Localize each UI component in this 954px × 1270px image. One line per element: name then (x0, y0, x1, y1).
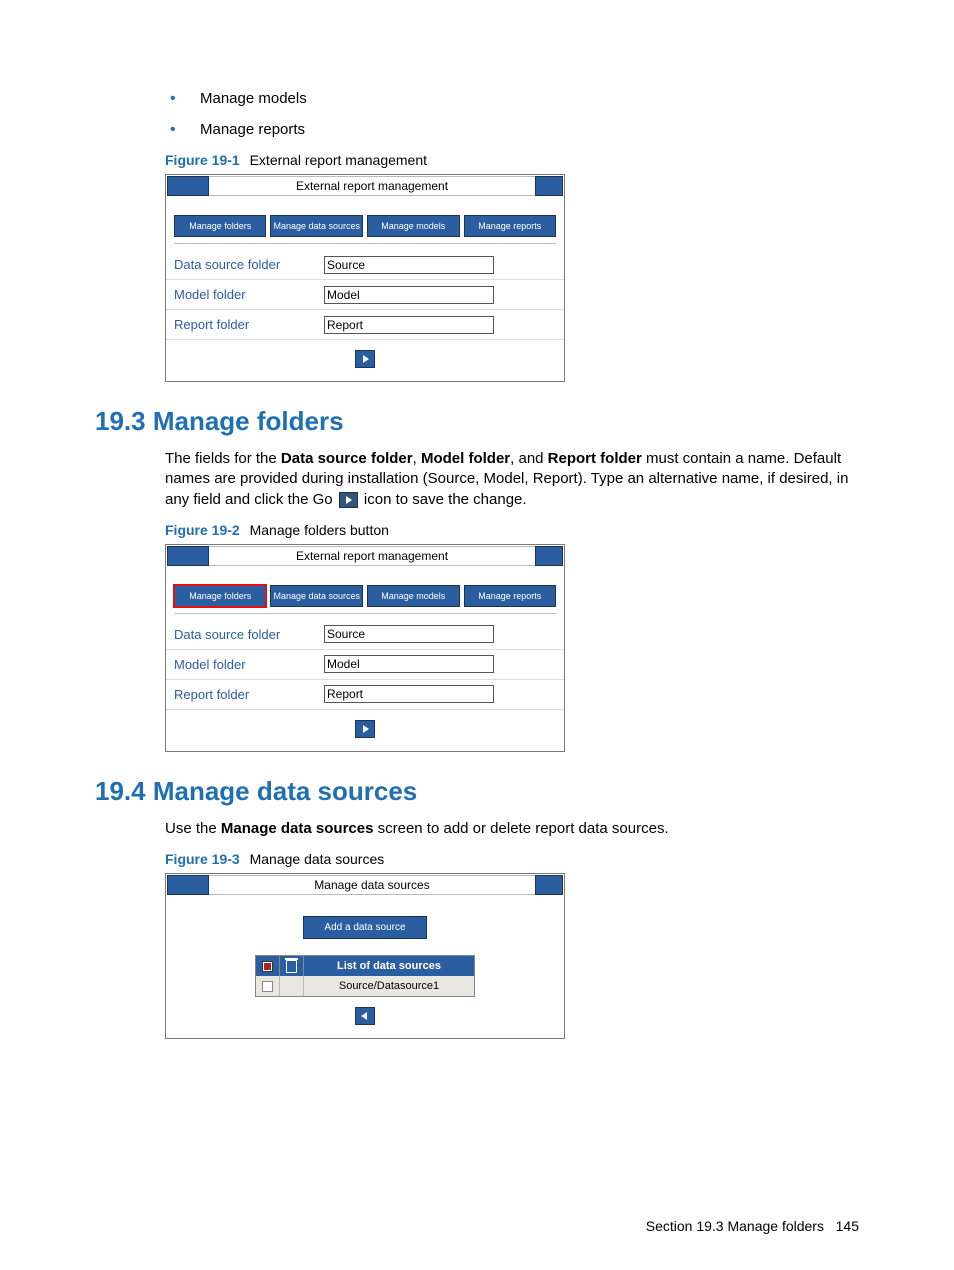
figure-caption-text: External report management (250, 152, 427, 168)
tab-manage-models[interactable]: Manage models (367, 585, 459, 607)
data-source-folder-input[interactable]: Source (324, 256, 494, 274)
report-folder-input[interactable]: Report (324, 685, 494, 703)
row-spacer (280, 976, 304, 996)
row-checkbox[interactable] (256, 976, 280, 996)
list-item: Manage models (170, 90, 859, 107)
data-source-folder-label: Data source folder (174, 257, 324, 272)
titlebar-left-accent (167, 546, 209, 566)
go-icon[interactable] (355, 720, 375, 738)
tab-manage-folders[interactable]: Manage folders (174, 215, 266, 237)
delete-column-icon[interactable] (280, 956, 304, 976)
table-row: Source/Datasource1 (256, 976, 474, 996)
window-title: Manage data sources (209, 875, 535, 895)
data-source-folder-input[interactable]: Source (324, 625, 494, 643)
go-icon[interactable] (355, 350, 375, 368)
tab-manage-folders[interactable]: Manage folders (174, 585, 266, 607)
titlebar-right-accent (535, 176, 563, 196)
go-icon (339, 492, 358, 508)
titlebar-right-accent (535, 875, 563, 895)
model-folder-input[interactable]: Model (324, 655, 494, 673)
intro-bullet-list: Manage models Manage reports (170, 90, 859, 138)
report-folder-label: Report folder (174, 317, 324, 332)
section-19-4-paragraph: Use the Manage data sources screen to ad… (165, 819, 859, 839)
model-folder-input[interactable]: Model (324, 286, 494, 304)
figure-label: Figure 19-1 (165, 152, 240, 168)
model-folder-label: Model folder (174, 287, 324, 302)
section-heading-19-3: 19.3 Manage folders (95, 406, 859, 437)
report-folder-label: Report folder (174, 687, 324, 702)
tab-manage-data-sources[interactable]: Manage data sources (270, 585, 363, 607)
data-sources-table: List of data sources Source/Datasource1 (255, 955, 475, 997)
data-source-folder-label: Data source folder (174, 627, 324, 642)
figure-caption-19-2: Figure 19-2 Manage folders button (165, 522, 859, 538)
figure-19-2-box: External report management Manage folder… (165, 544, 565, 752)
window-title: External report management (209, 176, 535, 196)
page-footer: Section 19.3 Manage folders 145 (646, 1218, 859, 1234)
data-source-name: Source/Datasource1 (304, 976, 474, 996)
tab-bar: Manage folders Manage data sources Manag… (174, 215, 556, 237)
figure-caption-text: Manage data sources (250, 851, 385, 867)
select-all-checkbox[interactable] (256, 956, 280, 976)
list-item: Manage reports (170, 121, 859, 138)
figure-label: Figure 19-2 (165, 522, 240, 538)
add-data-source-button[interactable]: Add a data source (303, 916, 426, 939)
list-header: List of data sources (304, 956, 474, 976)
report-folder-input[interactable]: Report (324, 316, 494, 334)
figure-19-1-box: External report management Manage folder… (165, 174, 565, 382)
figure-caption-19-3: Figure 19-3 Manage data sources (165, 851, 859, 867)
titlebar-right-accent (535, 546, 563, 566)
tab-manage-reports[interactable]: Manage reports (464, 585, 556, 607)
section-19-3-paragraph: The fields for the Data source folder, M… (165, 449, 859, 510)
window-title: External report management (209, 546, 535, 566)
tab-manage-models[interactable]: Manage models (367, 215, 459, 237)
model-folder-label: Model folder (174, 657, 324, 672)
titlebar-left-accent (167, 176, 209, 196)
trash-icon (286, 960, 297, 973)
figure-caption-19-1: Figure 19-1 External report management (165, 152, 859, 168)
back-icon[interactable] (355, 1007, 375, 1025)
figure-19-3-box: Manage data sources Add a data source Li… (165, 873, 565, 1039)
section-heading-19-4: 19.4 Manage data sources (95, 776, 859, 807)
figure-label: Figure 19-3 (165, 851, 240, 867)
titlebar-left-accent (167, 875, 209, 895)
tab-bar: Manage folders Manage data sources Manag… (174, 585, 556, 607)
figure-caption-text: Manage folders button (250, 522, 389, 538)
tab-manage-reports[interactable]: Manage reports (464, 215, 556, 237)
tab-manage-data-sources[interactable]: Manage data sources (270, 215, 363, 237)
